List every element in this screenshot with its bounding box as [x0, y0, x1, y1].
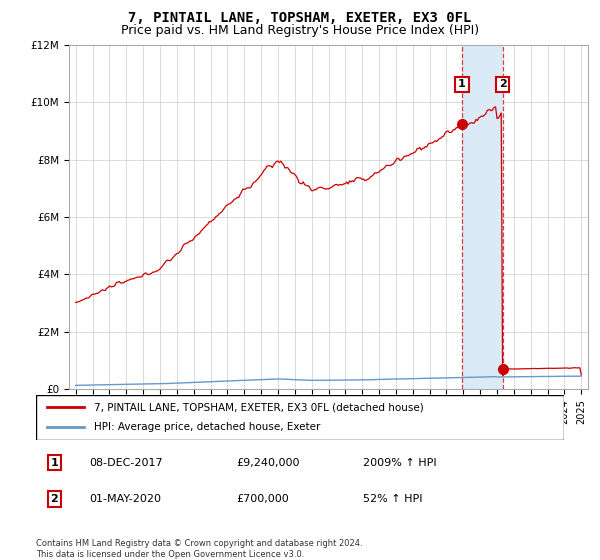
Text: £9,240,000: £9,240,000 — [236, 458, 300, 468]
Text: HPI: Average price, detached house, Exeter: HPI: Average price, detached house, Exet… — [94, 422, 320, 432]
Text: 2: 2 — [499, 80, 506, 90]
Text: Contains HM Land Registry data © Crown copyright and database right 2024.
This d: Contains HM Land Registry data © Crown c… — [36, 539, 362, 559]
Text: 08-DEC-2017: 08-DEC-2017 — [89, 458, 163, 468]
Bar — [462, 45, 503, 389]
Text: 2009% ↑ HPI: 2009% ↑ HPI — [364, 458, 437, 468]
FancyBboxPatch shape — [36, 395, 564, 440]
Text: 52% ↑ HPI: 52% ↑ HPI — [364, 494, 423, 504]
Text: £700,000: £700,000 — [236, 494, 289, 504]
Text: 7, PINTAIL LANE, TOPSHAM, EXETER, EX3 0FL (detached house): 7, PINTAIL LANE, TOPSHAM, EXETER, EX3 0F… — [94, 402, 424, 412]
Text: 7, PINTAIL LANE, TOPSHAM, EXETER, EX3 0FL: 7, PINTAIL LANE, TOPSHAM, EXETER, EX3 0F… — [128, 11, 472, 25]
Text: 1: 1 — [458, 80, 466, 90]
Text: 1: 1 — [50, 458, 58, 468]
Text: Price paid vs. HM Land Registry's House Price Index (HPI): Price paid vs. HM Land Registry's House … — [121, 24, 479, 37]
Text: 2: 2 — [50, 494, 58, 504]
Text: 01-MAY-2020: 01-MAY-2020 — [89, 494, 161, 504]
